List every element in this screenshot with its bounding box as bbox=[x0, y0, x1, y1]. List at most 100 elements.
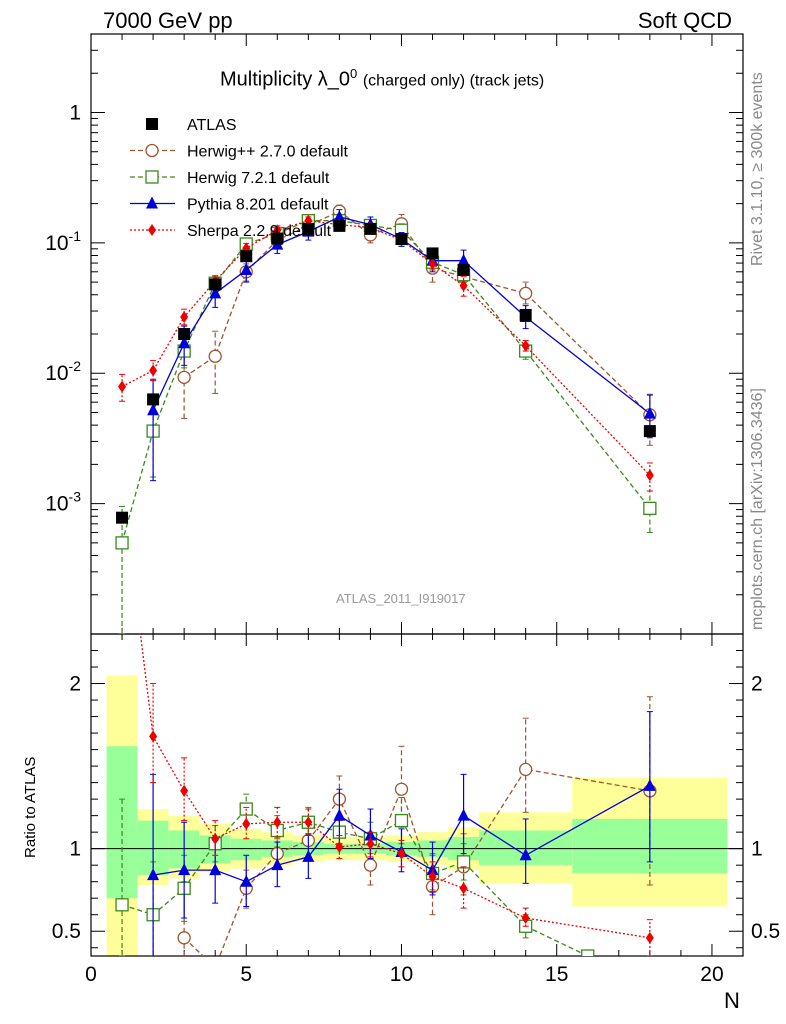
data-point bbox=[426, 247, 439, 260]
data-point bbox=[180, 784, 189, 797]
data-point bbox=[209, 863, 222, 876]
series-sherpa-2-2-9-default bbox=[118, 214, 654, 492]
data-point bbox=[304, 816, 313, 829]
data-point bbox=[364, 828, 377, 841]
data-point bbox=[643, 406, 656, 419]
series-line bbox=[183, 768, 650, 956]
data-point bbox=[643, 501, 657, 515]
data-point bbox=[146, 118, 158, 130]
data-point bbox=[118, 479, 126, 491]
legend: ATLAS Herwig++ 2.7.0 default Herwig 7.2.1 … bbox=[130, 117, 349, 240]
data-point bbox=[178, 336, 191, 349]
data-point bbox=[366, 837, 375, 850]
data-point bbox=[521, 912, 530, 925]
ratio-y-tick-label: 0.5 bbox=[52, 920, 81, 943]
x-tick-label: 0 bbox=[85, 963, 97, 986]
x-tick-label: 10 bbox=[390, 963, 413, 986]
data-point bbox=[209, 962, 221, 974]
data-point bbox=[521, 339, 530, 352]
series-line bbox=[139, 634, 650, 939]
data-point bbox=[397, 847, 406, 860]
ratio-y-axis-label: Ratio to ATLAS bbox=[22, 756, 39, 858]
data-point bbox=[148, 224, 156, 236]
ratio-series bbox=[115, 479, 657, 974]
data-point bbox=[240, 874, 253, 887]
series-atlas bbox=[116, 219, 656, 524]
y-tick-label: 1 bbox=[69, 101, 81, 124]
series-line bbox=[121, 220, 651, 544]
chart-title-sup: 0 bbox=[350, 66, 358, 81]
data-point bbox=[428, 257, 437, 270]
data-point bbox=[456, 855, 471, 869]
data-point bbox=[115, 536, 129, 550]
series-line bbox=[121, 220, 651, 476]
data-point bbox=[271, 858, 284, 871]
y-tick-label: 10-1 bbox=[45, 228, 81, 255]
data-point bbox=[333, 808, 346, 821]
data-point bbox=[209, 286, 222, 299]
data-point bbox=[519, 308, 532, 321]
data-point bbox=[519, 286, 533, 301]
data-point bbox=[211, 832, 220, 845]
y-tick-label: 10-2 bbox=[45, 358, 81, 385]
series-line bbox=[183, 210, 651, 416]
series-pythia-8-201-default bbox=[147, 209, 656, 482]
chart-title-main: Multiplicity λ_0 bbox=[220, 68, 351, 91]
series-sherpa-2-2-9-default bbox=[118, 479, 654, 956]
data-point bbox=[459, 882, 468, 895]
chart-title-suffix: (charged only) (track jets) bbox=[362, 72, 545, 90]
data-point bbox=[177, 370, 191, 385]
legend-label: ATLAS bbox=[187, 117, 237, 134]
x-tick-label: 20 bbox=[700, 963, 723, 986]
data-point bbox=[395, 233, 408, 246]
data-point bbox=[643, 425, 656, 438]
ratio-y-tick-label: 1 bbox=[69, 838, 81, 861]
data-point bbox=[177, 931, 191, 945]
y-tick-label: 10-3 bbox=[45, 489, 81, 516]
data-point bbox=[145, 143, 159, 158]
stat-uncertainty-band bbox=[230, 838, 262, 861]
x-tick-label: 5 bbox=[240, 963, 252, 986]
data-point bbox=[645, 469, 654, 482]
data-point bbox=[118, 380, 127, 393]
ratio-frame bbox=[90, 633, 744, 957]
data-point bbox=[335, 841, 344, 854]
ratio-y-tick-label-right: 0.5 bbox=[751, 920, 780, 943]
rivet-label: Rivet 3.1.10, ≥ 300k events bbox=[749, 72, 766, 266]
x-tick-label: 15 bbox=[545, 963, 568, 986]
ratio-y-tick-label-right: 1 bbox=[751, 838, 763, 861]
legend-label: Herwig++ 2.7.0 default bbox=[187, 144, 349, 161]
main-series bbox=[115, 204, 657, 634]
data-point bbox=[146, 196, 158, 209]
legend-label: Sherpa 2.2.9 default bbox=[187, 223, 332, 240]
ratio-y-tick-label-right: 2 bbox=[751, 673, 763, 696]
data-point bbox=[115, 898, 129, 912]
data-point bbox=[428, 870, 437, 883]
data-point bbox=[459, 279, 468, 292]
data-point bbox=[581, 949, 595, 956]
data-point bbox=[145, 170, 159, 184]
data-point bbox=[643, 778, 656, 791]
data-point bbox=[519, 762, 533, 777]
data-point bbox=[394, 813, 409, 828]
data-point bbox=[364, 222, 377, 235]
chart-title: Multiplicity λ_00 (charged only) (track … bbox=[220, 66, 544, 92]
legend-label: Pythia 8.201 default bbox=[187, 197, 329, 214]
data-point bbox=[208, 349, 222, 363]
data-point bbox=[149, 364, 158, 377]
data-point bbox=[242, 817, 251, 830]
data-point bbox=[457, 263, 470, 276]
source-label: mcplots.cern.ch [arXiv:1306.3436] bbox=[749, 388, 766, 630]
data-point bbox=[240, 262, 253, 275]
data-point bbox=[149, 730, 158, 743]
data-point bbox=[178, 863, 191, 876]
data-point bbox=[271, 232, 284, 245]
analysis-id: ATLAS_2011_I919017 bbox=[336, 591, 466, 606]
data-point bbox=[209, 278, 222, 291]
legend-label: Herwig 7.2.1 default bbox=[187, 170, 330, 187]
data-point bbox=[302, 849, 315, 862]
data-point bbox=[147, 403, 160, 416]
data-point bbox=[240, 250, 253, 263]
data-point bbox=[116, 511, 129, 524]
